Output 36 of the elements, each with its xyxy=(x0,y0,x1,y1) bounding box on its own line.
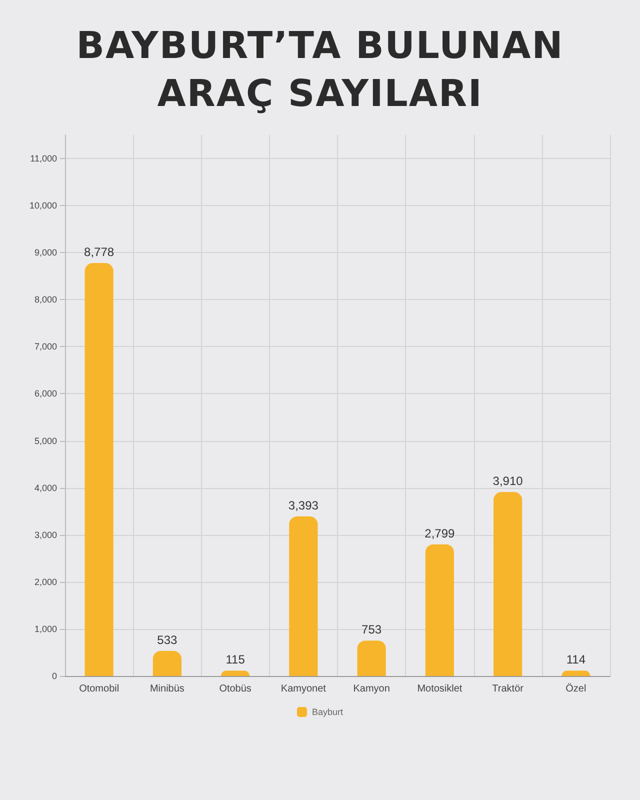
y-tick-label: 1,000 xyxy=(34,624,57,634)
bar xyxy=(289,516,318,676)
y-tick-label: 7,000 xyxy=(34,342,57,352)
x-tick-label: Motosiklet xyxy=(417,684,462,694)
y-tick-label: 4,000 xyxy=(34,482,57,493)
bar xyxy=(494,492,522,676)
data-label: 3,910 xyxy=(492,474,524,488)
bar xyxy=(425,544,454,676)
chart-title: BAYBURT’TA BULUNAN ARAÇ SAYILARI xyxy=(75,23,565,117)
y-tick-label: 11,000 xyxy=(30,154,57,164)
bar xyxy=(84,263,114,676)
bar xyxy=(152,650,182,676)
y-tick-label: 0 xyxy=(52,671,57,681)
y-tick-label: 6,000 xyxy=(34,388,57,399)
data-label: 2,799 xyxy=(424,526,456,540)
y-tick-label: 8,000 xyxy=(34,294,57,305)
y-tick-label: 9,000 xyxy=(34,248,57,258)
y-tick-label: 10,000 xyxy=(29,200,57,211)
x-tick-label: Traktör xyxy=(492,684,524,694)
y-tick-label: 3,000 xyxy=(34,530,57,540)
y-tick-label: 5,000 xyxy=(34,436,57,446)
bar xyxy=(357,640,386,676)
x-tick-label: Minibüs xyxy=(150,684,184,694)
data-label: 3,393 xyxy=(288,498,319,512)
x-tick-label: Kamyonet xyxy=(280,684,326,694)
data-label: 115 xyxy=(226,652,246,667)
legend-label: Bayburt xyxy=(312,707,344,717)
y-tick-label: 2,000 xyxy=(34,576,57,587)
data-label: 533 xyxy=(157,632,178,647)
x-tick-label: Kamyon xyxy=(353,684,390,694)
x-tick-label: Otobüs xyxy=(219,684,252,694)
data-label: 8,778 xyxy=(84,245,114,260)
data-label: 114 xyxy=(566,652,586,667)
x-tick-label: Otomobil xyxy=(79,684,120,694)
x-tick-label: Özel xyxy=(566,682,586,694)
data-label: 753 xyxy=(362,622,382,637)
